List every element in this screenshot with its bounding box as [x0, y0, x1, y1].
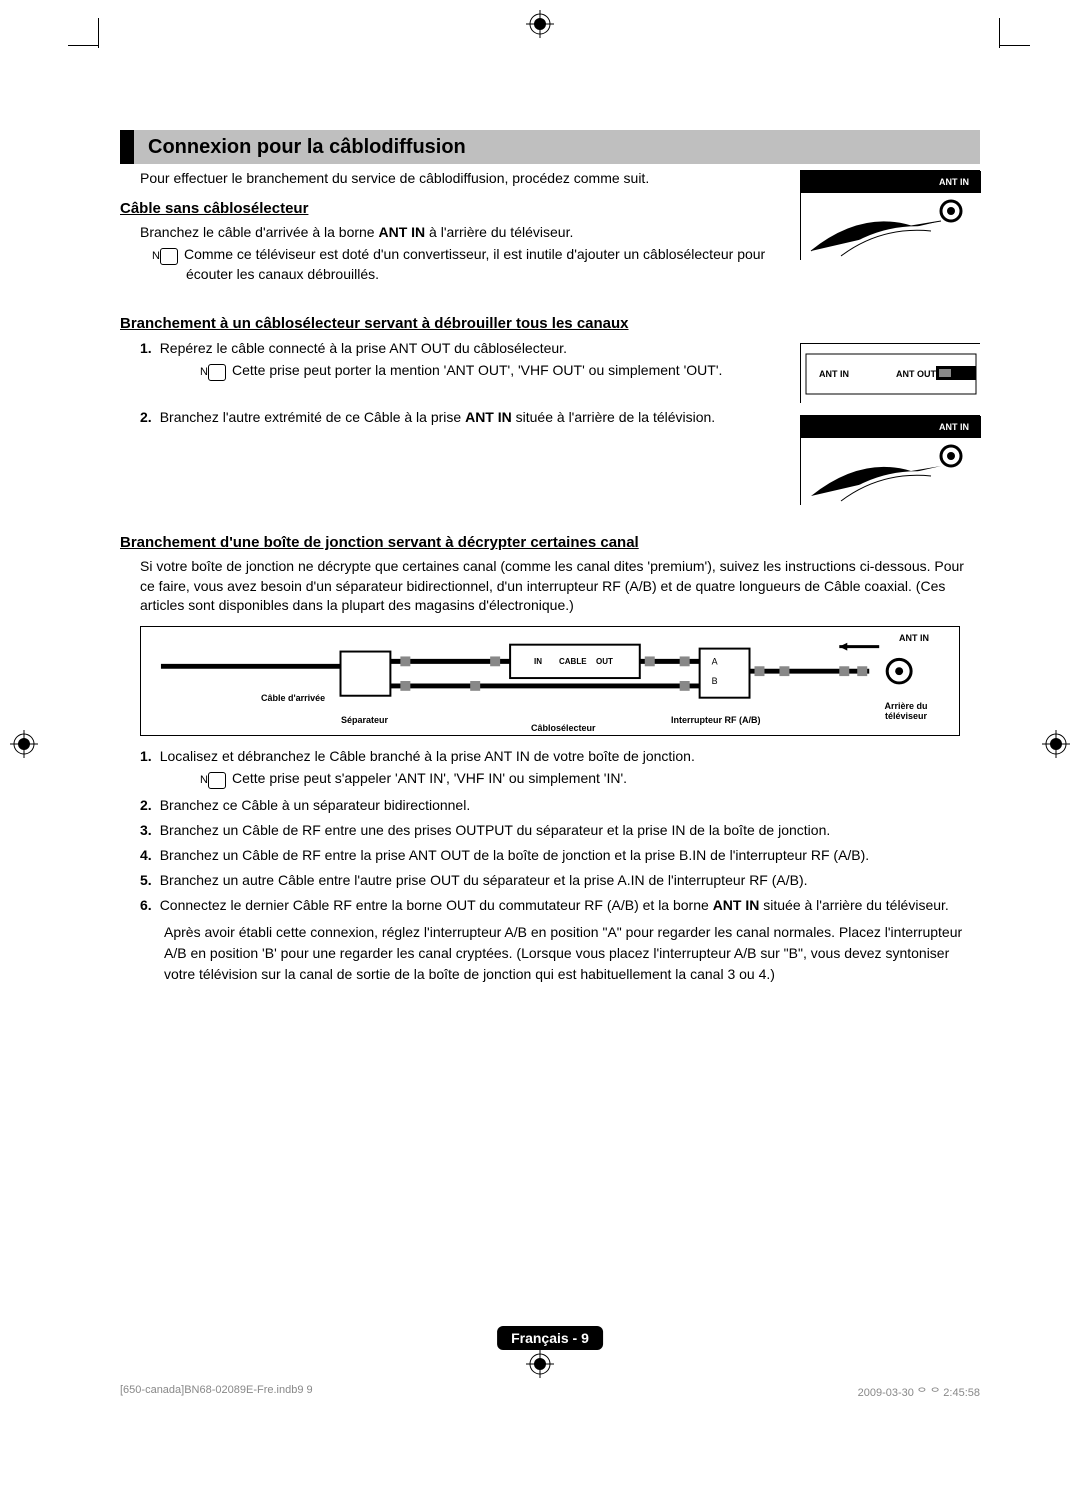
- sec1-heading: Câble sans câblosélecteur: [120, 200, 780, 217]
- sec3-s3: 3.Branchez un Câble de RF entre une des …: [140, 820, 980, 841]
- sec1-para: Branchez le câble d'arrivée à la borne A…: [140, 223, 780, 243]
- fig-cablebox-antin: ANT IN: [819, 369, 849, 379]
- lbl-separateur: Séparateur: [341, 715, 388, 725]
- sec3-heading: Branchement d'une boîte de jonction serv…: [120, 534, 980, 551]
- lbl-out: OUT: [596, 657, 613, 666]
- file-path: [650-canada]BN68-02089E-Fre.indb9 9: [120, 1384, 313, 1400]
- sec3-after: Après avoir établi cette connexion, régl…: [164, 922, 980, 985]
- lbl-cabloselecteur: Câblosélecteur: [531, 723, 596, 733]
- section-1: Pour effectuer le branchement du service…: [120, 170, 980, 285]
- sec3-s2: 2.Branchez ce Câble à un séparateur bidi…: [140, 795, 980, 816]
- note-icon: N: [208, 364, 226, 381]
- sec2-step2: 2.Branchez l'autre extrémité de ce Câble…: [140, 407, 770, 428]
- svg-text:A: A: [712, 656, 718, 666]
- lbl-interrupteur: Interrupteur RF (A/B): [671, 715, 761, 725]
- print-date: 2009-03-30 ᄋ ᄋ 2:45:58: [858, 1384, 980, 1400]
- sec2-heading: Branchement à un câblosélecteur servant …: [120, 315, 980, 332]
- page-title: Connexion pour la câblodiffusion: [148, 136, 466, 159]
- intro-text: Pour effectuer le branchement du service…: [140, 170, 780, 186]
- note-icon: N: [208, 772, 226, 789]
- lbl-cable-arrivee: Câble d'arrivée: [261, 693, 325, 703]
- sec3-s6: 6.Connectez le dernier Câble RF entre la…: [140, 895, 980, 985]
- sec2-steps2: 2.Branchez l'autre extrémité de ce Câble…: [140, 407, 770, 428]
- registration-mark-top: [526, 10, 554, 38]
- print-metadata: [650-canada]BN68-02089E-Fre.indb9 9 2009…: [120, 1384, 980, 1400]
- section-title-bar: Connexion pour la câblodiffusion: [120, 130, 980, 164]
- figure-antin-hand2: ANT IN: [800, 415, 980, 505]
- section-2: Branchement à un câblosélecteur servant …: [120, 315, 980, 494]
- sec3-s1: 1.Localisez et débranchez le Câble branc…: [140, 746, 980, 789]
- registration-mark-left: [10, 730, 38, 758]
- sec3-s5: 5.Branchez un autre Câble entre l'autre …: [140, 870, 980, 891]
- lbl-antin: ANT IN: [899, 633, 929, 643]
- sec3-steps: 1.Localisez et débranchez le Câble branc…: [140, 746, 980, 985]
- registration-mark-right: [1042, 730, 1070, 758]
- figure-antin-hand: ANT IN: [800, 170, 980, 260]
- sec3-s4: 4.Branchez un Câble de RF entre la prise…: [140, 845, 980, 866]
- sec3-intro: Si votre boîte de jonction ne décrypte q…: [140, 557, 980, 616]
- page-number: Français - 9: [497, 1326, 603, 1350]
- figure-cablebox: ANT IN ANT OUT: [800, 343, 980, 403]
- fig-cablebox-antout: ANT OUT: [896, 369, 936, 379]
- figure-wiring-diagram: A B Câble d'arrivée Séparateur IN CABLE …: [140, 626, 960, 736]
- section-3: Branchement d'une boîte de jonction serv…: [120, 534, 980, 985]
- title-square: [120, 130, 134, 164]
- lbl-arriere: Arrière du téléviseur: [871, 701, 941, 721]
- fig3-label: ANT IN: [939, 422, 969, 432]
- note-icon: N: [160, 248, 178, 265]
- sec2-steps: 1.Repérez le câble connecté à la prise A…: [140, 338, 770, 381]
- sec3-s1-note: NCette prise peut s'appeler 'ANT IN', 'V…: [208, 769, 980, 789]
- sec1-note: NComme ce téléviseur est doté d'un conve…: [160, 245, 780, 285]
- sec2-step1-note: NCette prise peut porter la mention 'ANT…: [208, 361, 770, 381]
- fig1-label: ANT IN: [939, 177, 969, 187]
- lbl-cable: CABLE: [559, 657, 587, 666]
- sec2-step1: 1.Repérez le câble connecté à la prise A…: [140, 338, 770, 381]
- svg-text:B: B: [712, 676, 718, 686]
- page-content: Connexion pour la câblodiffusion Pour ef…: [120, 130, 980, 1358]
- lbl-in: IN: [534, 657, 542, 666]
